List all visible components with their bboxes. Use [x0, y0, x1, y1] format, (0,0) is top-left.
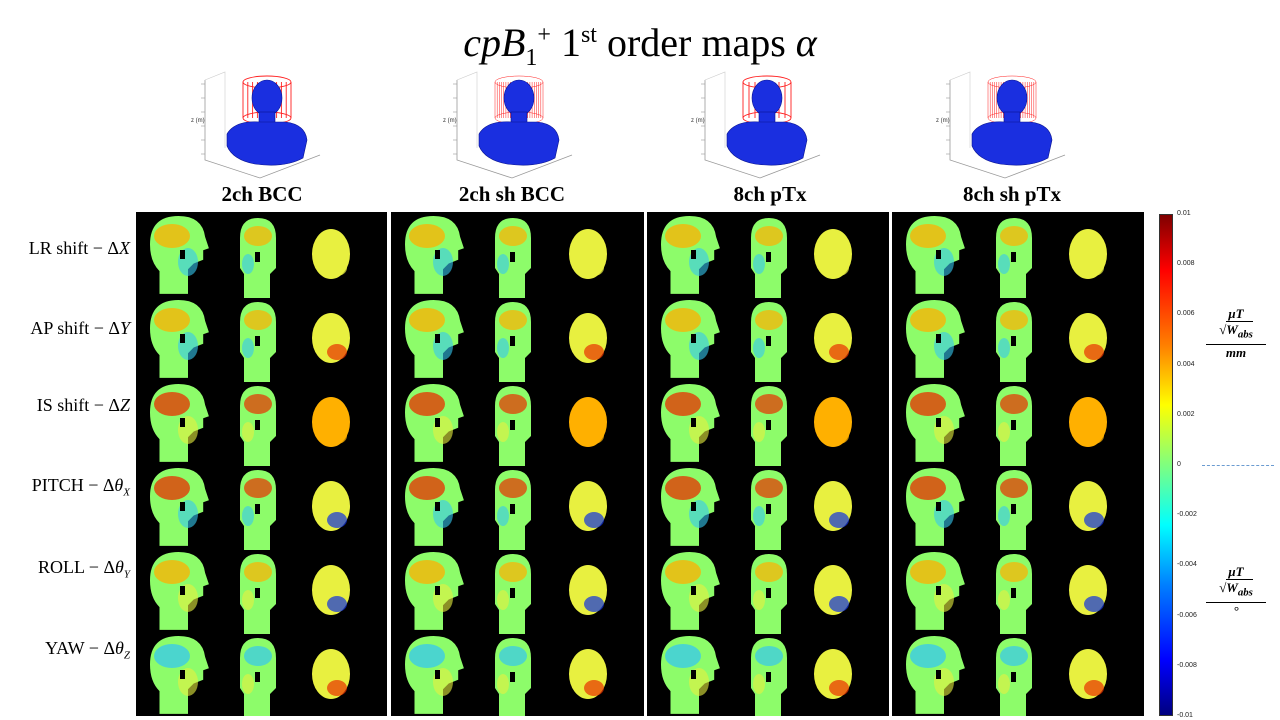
coil-thumbnail-4: z (m) [930, 60, 1080, 190]
colorbar-tick: 0.002 [1177, 410, 1195, 418]
map-row-4 [906, 468, 1107, 550]
row-label-4: PITCH − ΔθX [31, 475, 130, 499]
map-row-4 [661, 468, 852, 550]
row-label-3: IS shift − ΔZ [36, 395, 130, 415]
unit-upper-frac: μT √Wabs [1206, 306, 1266, 345]
row-label-2: AP shift − ΔY [30, 318, 130, 338]
map-row-6 [405, 636, 607, 716]
colorbar-tick: 0.006 [1177, 310, 1195, 318]
colorbar-tick: 0.01 [1177, 210, 1191, 217]
map-row-3 [405, 384, 607, 466]
map-row-1 [661, 216, 852, 298]
figure-title: cpB1+ 1st order maps α [0, 8, 1280, 85]
colorbar-tick: 0.004 [1177, 360, 1195, 368]
svg-text:z (m): z (m) [191, 118, 205, 124]
row-label-5: ROLL − ΔθY [37, 557, 130, 581]
colorbar-tick: -0.006 [1177, 611, 1197, 619]
map-row-2 [661, 300, 852, 382]
svg-text:z (m): z (m) [443, 118, 457, 124]
row-label-1: LR shift − ΔX [28, 238, 130, 258]
map-row-6 [906, 636, 1107, 716]
map-row-3 [150, 384, 350, 466]
map-row-1 [405, 216, 607, 298]
unit-lower: μT √Wabs ° [1206, 564, 1266, 619]
unit-lower-den: ° [1233, 602, 1239, 618]
colorbar-tick: -0.004 [1177, 561, 1197, 569]
column-label-4: 8ch sh pTx [962, 182, 1062, 206]
svg-text:z (m): z (m) [936, 118, 950, 124]
map-panel-2 [391, 212, 644, 716]
colorbar-tick: -0.008 [1177, 661, 1197, 669]
title-order-number: 1 [550, 20, 581, 65]
colorbar-tick: -0.002 [1177, 511, 1197, 519]
coil-thumbnail-3: z (m) [685, 60, 835, 190]
map-row-2 [405, 300, 607, 382]
svg-text:z (m): z (m) [691, 118, 705, 124]
map-row-4 [405, 468, 607, 550]
colorbar-tick: 0.008 [1177, 260, 1195, 268]
map-panel-1 [136, 212, 387, 716]
map-row-5 [405, 552, 607, 634]
title-sub: 1 [525, 45, 538, 71]
unit-upper: μT √Wabs mm [1206, 306, 1266, 361]
colorbar [1159, 214, 1173, 716]
map-row-6 [150, 636, 350, 716]
map-panel-3 [647, 212, 889, 716]
zero-dash [1202, 465, 1274, 466]
title-sup: + [537, 22, 551, 48]
map-row-2 [150, 300, 350, 382]
colorbar-tick: -0.01 [1177, 712, 1193, 719]
unit-upper-den: mm [1225, 344, 1247, 360]
coil-thumbnail-1: z (m) [185, 60, 335, 190]
title-symbol: α [795, 20, 817, 65]
map-row-3 [661, 384, 852, 466]
column-label-1: 2ch BCC [221, 182, 303, 206]
title-order-suffix: st [580, 22, 597, 48]
unit-lower-frac: μT √Wabs [1206, 564, 1266, 603]
map-row-5 [906, 552, 1107, 634]
title-main: cpB [463, 20, 526, 65]
map-row-1 [906, 216, 1107, 298]
colorbar-tick: 0 [1177, 461, 1181, 468]
map-row-1 [150, 216, 350, 298]
map-row-5 [150, 552, 350, 634]
map-row-6 [661, 636, 852, 716]
map-row-4 [150, 468, 350, 550]
map-panel-4 [892, 212, 1144, 716]
title-tail: order maps [596, 20, 796, 65]
column-label-3: 8ch pTx [733, 182, 807, 206]
map-row-3 [906, 384, 1107, 466]
row-label-6: YAW − ΔθZ [45, 638, 130, 662]
map-row-2 [906, 300, 1107, 382]
map-row-5 [661, 552, 852, 634]
coil-thumbnail-2: z (m) [437, 60, 587, 190]
column-label-2: 2ch sh BCC [458, 182, 566, 206]
